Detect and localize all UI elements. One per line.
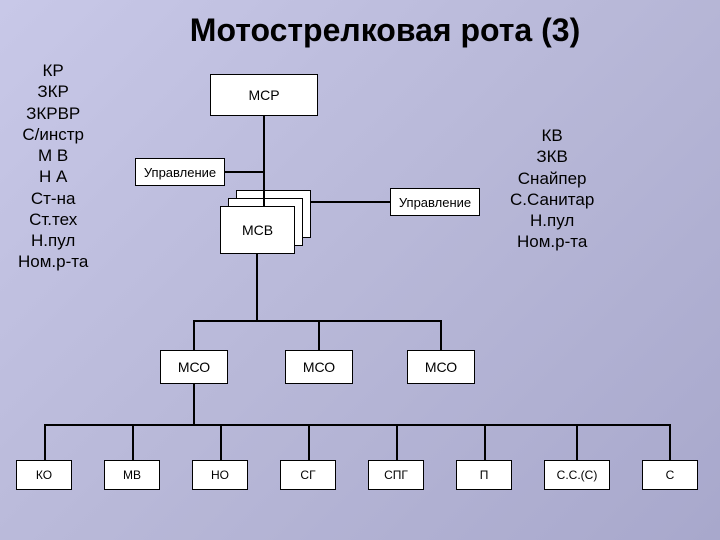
node-sg: СГ <box>280 460 336 490</box>
connector <box>220 424 222 460</box>
node-ssc: С.С.(С) <box>544 460 610 490</box>
node-mcp: МСР <box>210 74 318 116</box>
connector <box>193 320 441 322</box>
node-no: НО <box>192 460 248 490</box>
node-mco-1: МСО <box>160 350 228 384</box>
node-mco-3: МСО <box>407 350 475 384</box>
connector <box>669 424 671 460</box>
connector <box>256 254 258 320</box>
connector <box>263 116 265 206</box>
node-s: С <box>642 460 698 490</box>
connector <box>484 424 486 460</box>
connector <box>576 424 578 460</box>
connector <box>308 424 310 460</box>
left-position-list: КР ЗКР ЗКРВР С/инстр М В Н А Ст-на Ст.те… <box>18 60 88 273</box>
node-upravlenie-right: Управление <box>390 188 480 216</box>
node-spg: СПГ <box>368 460 424 490</box>
node-ko: КО <box>16 460 72 490</box>
node-mco-2: МСО <box>285 350 353 384</box>
connector <box>44 424 46 460</box>
node-mcv: МСВ <box>220 206 295 254</box>
node-p: П <box>456 460 512 490</box>
diagram-title: Мотострелковая рота (3) <box>60 12 710 49</box>
connector <box>440 320 442 350</box>
node-mv: МВ <box>104 460 160 490</box>
right-position-list: КВ ЗКВ Снайпер С.Санитар Н.пул Ном.р-та <box>510 125 594 253</box>
connector <box>225 171 263 173</box>
connector <box>193 320 195 350</box>
connector <box>311 201 390 203</box>
connector <box>396 424 398 460</box>
connector <box>318 320 320 350</box>
node-upravlenie-left: Управление <box>135 158 225 186</box>
connector <box>132 424 134 460</box>
connector <box>193 384 195 424</box>
